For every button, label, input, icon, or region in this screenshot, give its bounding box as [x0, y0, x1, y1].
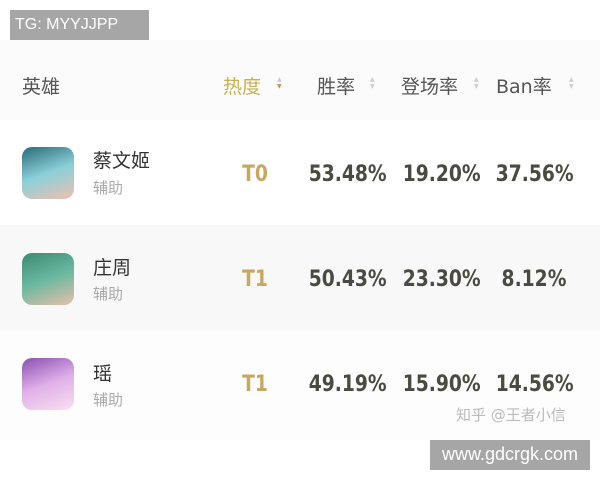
watermark-top: TG: MYYJJPP — [10, 10, 149, 40]
column-hero: 英雄 — [22, 76, 61, 98]
table-row[interactable]: 庄周 辅助 T1 50.43% 23.30% 8.12% — [0, 225, 600, 330]
hero-role: 辅助 — [93, 179, 124, 197]
column-ban[interactable]: Ban率 — [496, 76, 552, 98]
ban-rate: 14.56% — [495, 372, 574, 397]
win-rate: 53.48% — [308, 162, 387, 187]
column-pick[interactable]: 登场率 — [401, 76, 459, 98]
table-row[interactable]: 瑶 辅助 T1 49.19% 15.90% 14.56% — [0, 330, 600, 440]
column-win[interactable]: 胜率 — [317, 76, 356, 98]
sort-icon[interactable]: ▲ ▼ — [569, 76, 574, 90]
hero-avatar — [22, 358, 74, 410]
source-watermark: 知乎 @王者小信 — [456, 406, 566, 424]
pick-rate: 15.90% — [402, 372, 481, 397]
hero-name: 庄周 — [93, 257, 132, 279]
pick-rate: 23.30% — [402, 267, 481, 292]
sort-icon[interactable]: ▲ ▼ — [474, 76, 479, 90]
table-header — [0, 40, 600, 120]
ban-rate: 37.56% — [495, 162, 574, 187]
hero-avatar — [22, 147, 74, 199]
column-heat[interactable]: 热度 — [223, 76, 262, 98]
win-rate: 50.43% — [308, 267, 387, 292]
hero-avatar — [22, 253, 74, 305]
tier: T1 — [242, 267, 268, 292]
hero-role: 辅助 — [93, 391, 124, 409]
tier: T1 — [242, 372, 268, 397]
table-row[interactable]: 蔡文姬 辅助 T0 53.48% 19.20% 37.56% — [0, 120, 600, 225]
ban-rate: 8.12% — [501, 267, 567, 292]
sort-icon[interactable]: ▲ ▼ — [370, 76, 375, 90]
tier: T0 — [242, 162, 268, 187]
watermark-bottom: www.gdcrgk.com — [430, 440, 590, 470]
pick-rate: 19.20% — [402, 162, 481, 187]
hero-name: 瑶 — [93, 363, 113, 385]
win-rate: 49.19% — [308, 372, 387, 397]
hero-role: 辅助 — [93, 285, 124, 303]
hero-name: 蔡文姬 — [93, 150, 151, 172]
sort-icon[interactable]: ▲ ▼ — [277, 76, 282, 90]
